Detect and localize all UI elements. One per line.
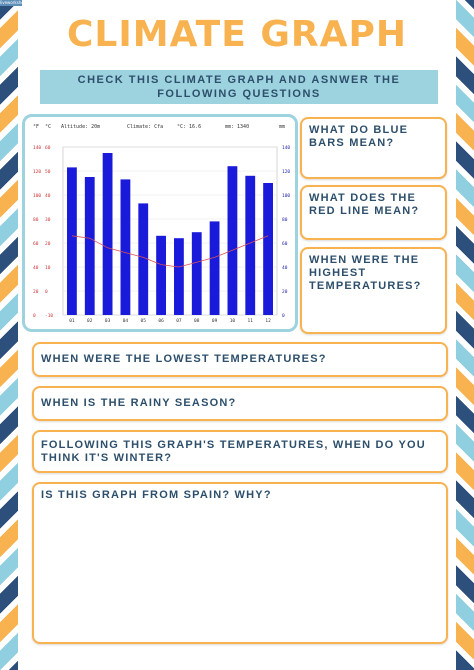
right-stripe-border	[456, 0, 474, 670]
unit-celsius: °C	[45, 124, 51, 130]
month-tick-label: 05	[141, 318, 147, 324]
tick-label-fahrenheit: 80	[33, 217, 39, 223]
chart-mean-temp: °C: 16.6	[177, 124, 201, 130]
climate-chart-frame: °F °C mm Altitude: 20m Climate: Cfa °C: …	[22, 114, 298, 332]
precip-bar	[191, 232, 202, 315]
question-box-red-line[interactable]: WHAT DOES THE RED LINE MEAN?	[300, 185, 447, 240]
month-tick-label: 01	[69, 318, 75, 324]
precip-bar	[245, 175, 256, 315]
tick-label-fahrenheit: 140	[33, 145, 41, 151]
tick-label-celsius: 0	[45, 289, 48, 295]
month-tick-label: 09	[212, 318, 218, 324]
question-text: WHEN WERE THE HIGHEST TEMPERATURES?	[309, 254, 422, 292]
tick-label-precip: 60	[282, 241, 288, 247]
question-text: WHAT DOES THE RED LINE MEAN?	[309, 192, 420, 217]
tick-label-precip: 0	[282, 313, 285, 319]
climate-chart: °F °C mm Altitude: 20m Climate: Cfa °C: …	[33, 124, 290, 324]
question-text: FOLLOWING THIS GRAPH'S TEMPERATURES, WHE…	[41, 438, 426, 464]
question-text: WHEN IS THE RAINY SEASON?	[41, 397, 237, 409]
question-box-rainy-season[interactable]: WHEN IS THE RAINY SEASON?	[32, 386, 448, 421]
question-text: WHEN WERE THE LOWEST TEMPERATURES?	[41, 353, 327, 365]
tick-label-precip: 80	[282, 217, 288, 223]
instructions-line-2: FOLLOWING QUESTIONS	[157, 88, 321, 100]
question-box-highest-temps[interactable]: WHEN WERE THE HIGHEST TEMPERATURES?	[300, 247, 447, 334]
precip-bar	[67, 167, 77, 315]
chart-altitude: Altitude: 20m	[61, 124, 100, 130]
month-tick-label: 04	[123, 318, 129, 324]
unit-mm: mm	[279, 124, 285, 130]
tick-label-fahrenheit: 100	[33, 193, 41, 199]
month-tick-label: 02	[87, 318, 93, 324]
precip-bar	[84, 177, 95, 315]
tick-label-celsius: 60	[45, 145, 51, 151]
month-tick-label: 06	[158, 318, 164, 324]
month-tick-label: 11	[248, 318, 254, 324]
question-text: WHAT DO BLUE BARS MEAN?	[309, 124, 409, 149]
tick-label-celsius: 30	[45, 217, 51, 223]
tick-label-precip: 120	[282, 169, 290, 175]
question-box-winter[interactable]: FOLLOWING THIS GRAPH'S TEMPERATURES, WHE…	[32, 430, 448, 473]
tick-label-celsius: 20	[45, 241, 51, 247]
tick-label-fahrenheit: 0	[33, 313, 36, 319]
question-text: IS THIS GRAPH FROM SPAIN? WHY?	[41, 489, 272, 501]
instructions-line-1: CHECK THIS CLIMATE GRAPH AND ASNWER THE	[77, 74, 401, 86]
precip-bar	[263, 183, 273, 315]
question-box-blue-bars[interactable]: WHAT DO BLUE BARS MEAN?	[300, 117, 447, 179]
tick-label-celsius: -10	[45, 313, 53, 319]
chart-climate: Climate: Cfa	[127, 124, 163, 130]
month-tick-label: 03	[105, 318, 111, 324]
tick-label-precip: 40	[282, 265, 288, 271]
tick-label-fahrenheit: 120	[33, 169, 41, 175]
chart-precip-total: mm: 1340	[225, 124, 249, 130]
precip-bar	[138, 203, 149, 315]
question-box-lowest-temps[interactable]: WHEN WERE THE LOWEST TEMPERATURES?	[32, 342, 448, 377]
precip-bar	[156, 235, 166, 315]
temperature-line	[71, 235, 269, 268]
tick-label-celsius: 40	[45, 193, 51, 199]
tick-label-celsius: 10	[45, 265, 51, 271]
tick-label-fahrenheit: 20	[33, 289, 39, 295]
precip-bar	[209, 221, 220, 315]
tick-label-celsius: 50	[45, 169, 51, 175]
precip-bar	[120, 179, 131, 315]
unit-fahrenheit: °F	[33, 124, 39, 130]
precip-bar	[102, 153, 113, 315]
month-tick-label: 08	[194, 318, 200, 324]
tick-label-precip: 140	[282, 145, 290, 151]
tick-label-precip: 100	[282, 193, 290, 199]
plot-frame	[62, 146, 278, 316]
tick-label-fahrenheit: 60	[33, 241, 39, 247]
month-tick-label: 12	[265, 318, 271, 324]
month-tick-label: 10	[230, 318, 236, 324]
question-box-spain[interactable]: IS THIS GRAPH FROM SPAIN? WHY?	[32, 482, 448, 644]
left-stripe-border	[0, 0, 18, 670]
month-tick-label: 07	[176, 318, 182, 324]
page-title: CLIMATE GRAPH	[67, 14, 407, 55]
tick-label-fahrenheit: 40	[33, 265, 39, 271]
precip-bar	[174, 238, 184, 315]
instructions-banner: CHECK THIS CLIMATE GRAPH AND ASNWER THE …	[40, 70, 438, 104]
corner-badge: liveworksheets	[0, 0, 30, 6]
precip-bar	[227, 166, 238, 315]
tick-label-precip: 20	[282, 289, 288, 295]
